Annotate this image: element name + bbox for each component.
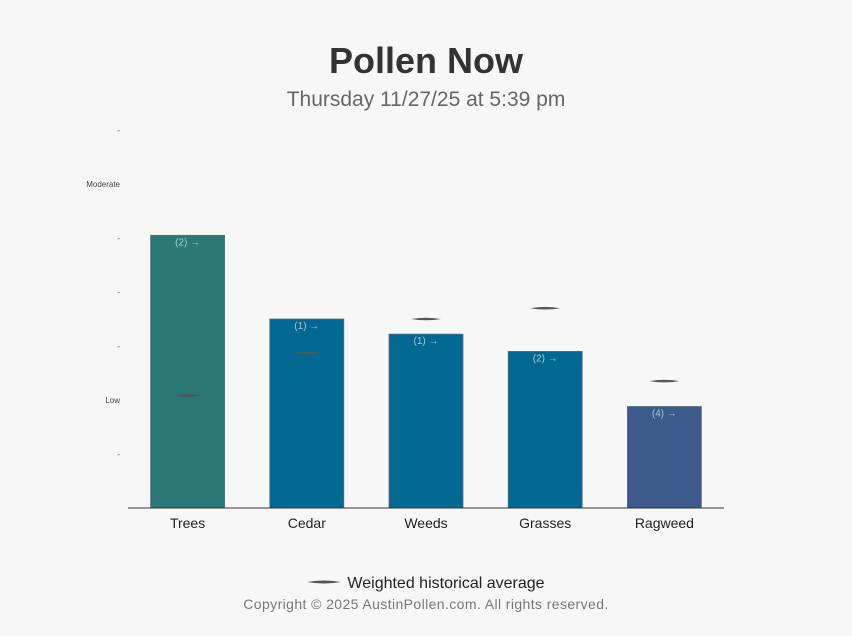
x-tick-label-weeds: Weeds <box>404 515 447 531</box>
bar-trees <box>150 234 226 509</box>
x-tick-label-grasses: Grasses <box>519 515 571 531</box>
y-tick-label-2: - <box>117 342 120 351</box>
y-tick-label-0: - <box>117 450 120 459</box>
legend-swatch-icon <box>307 580 342 584</box>
x-tick-label-cedar: Cedar <box>288 515 326 531</box>
bar-label-cedar: (1) → <box>294 321 319 332</box>
bar-weeds <box>388 333 464 509</box>
y-tick-label-6: - <box>117 126 120 135</box>
page-subtitle: Thursday 11/27/25 at 5:39 pm <box>286 88 566 111</box>
y-tick-label-3: - <box>117 288 120 297</box>
y-tick-label-5: Moderate <box>86 180 120 189</box>
bar-label-grasses: (2) → <box>533 353 558 364</box>
avg-marker-cedar <box>291 351 322 355</box>
y-tick-label-1: Low <box>105 396 120 405</box>
copyright: Copyright © 2025 AustinPollen.com. All r… <box>243 596 609 612</box>
avg-marker-grasses <box>530 306 561 310</box>
y-tick-label-4: - <box>117 234 120 243</box>
bar-cedar <box>269 318 345 509</box>
bar-label-trees: (2) → <box>175 237 200 248</box>
bar-label-weeds: (1) → <box>414 336 439 347</box>
x-tick-label-trees: Trees <box>170 515 205 531</box>
avg-marker-weeds <box>411 317 441 321</box>
legend: Weighted historical average <box>0 575 852 593</box>
x-tick-label-ragweed: Ragweed <box>635 515 694 531</box>
page-title: Pollen Now <box>328 40 523 81</box>
bar-grasses <box>507 350 583 509</box>
bar-label-ragweed: (4) → <box>652 408 677 419</box>
bar-ragweed <box>627 406 702 509</box>
pollen-bar-chart: (2) → Trees (1) → Cedar (1) → Weeds (2) → Grass… <box>86 126 724 531</box>
avg-marker-trees <box>172 394 203 397</box>
legend-label: Weighted historical average <box>347 575 545 592</box>
avg-marker-ragweed <box>649 379 680 383</box>
